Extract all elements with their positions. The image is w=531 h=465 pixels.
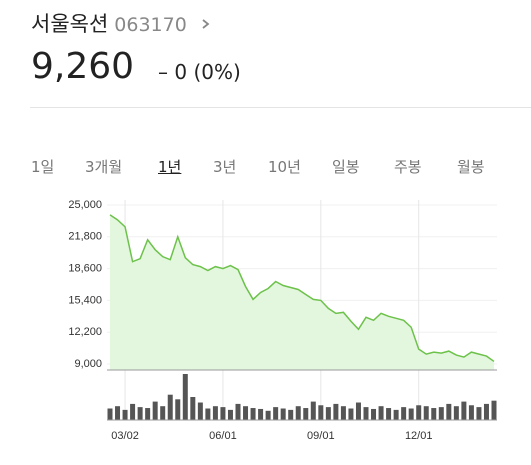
price: 9,260 bbox=[31, 46, 135, 87]
period-tab[interactable]: 1년 bbox=[158, 158, 182, 176]
volume-bar bbox=[453, 406, 459, 420]
volume-bar bbox=[378, 406, 384, 420]
period-tab[interactable]: 10년 bbox=[268, 158, 301, 176]
period-tab[interactable]: 3개월 bbox=[85, 158, 123, 176]
period-tab[interactable]: 주봉 bbox=[394, 158, 422, 176]
volume-bar bbox=[205, 408, 211, 420]
volume-bar bbox=[371, 408, 377, 420]
volume-bar bbox=[333, 403, 339, 420]
volume-bar bbox=[363, 407, 369, 420]
volume-bar bbox=[273, 407, 279, 420]
volume-bar bbox=[446, 403, 452, 420]
period-tab[interactable]: 3년 bbox=[213, 158, 237, 176]
period-tab[interactable]: 월봉 bbox=[457, 158, 485, 176]
x-tick-label: 03/02 bbox=[111, 430, 139, 442]
volume-bar bbox=[303, 408, 309, 420]
stock-code[interactable]: 063170 bbox=[114, 14, 187, 36]
y-tick-label: 18,600 bbox=[68, 263, 102, 275]
volume-bar bbox=[386, 408, 392, 420]
volume-bar bbox=[416, 405, 422, 420]
period-tab[interactable]: 1일 bbox=[31, 158, 55, 176]
volume-bar bbox=[468, 405, 474, 420]
y-tick-label: 9,000 bbox=[74, 358, 102, 370]
volume-bar bbox=[318, 405, 324, 420]
y-tick-label: 25,000 bbox=[68, 199, 102, 211]
volume-bar bbox=[491, 400, 497, 420]
x-tick-label: 09/01 bbox=[307, 430, 335, 442]
stock-header[interactable]: 서울옥션 063170 bbox=[31, 8, 212, 38]
volume-bar bbox=[408, 408, 414, 420]
volume-bar bbox=[122, 409, 128, 420]
volume-bar bbox=[167, 394, 173, 420]
volume-bar bbox=[401, 407, 407, 420]
volume-bar bbox=[212, 406, 218, 420]
volume-bar bbox=[476, 407, 482, 420]
volume-bar bbox=[348, 408, 354, 420]
change-sign: – bbox=[158, 60, 168, 84]
volume-bar bbox=[130, 403, 136, 420]
volume-bar bbox=[438, 407, 444, 420]
volume-bar bbox=[190, 397, 196, 420]
volume-bar bbox=[137, 407, 143, 420]
price-area bbox=[110, 214, 494, 370]
volume-bar bbox=[393, 409, 399, 420]
volume-bar bbox=[152, 401, 158, 420]
volume-bar bbox=[431, 408, 437, 420]
y-tick-label: 21,800 bbox=[68, 231, 102, 243]
volume-bar bbox=[265, 410, 271, 420]
volume-bar bbox=[197, 402, 203, 420]
volume-bar bbox=[235, 403, 241, 420]
y-tick-label: 15,400 bbox=[68, 294, 102, 306]
x-tick-label: 06/01 bbox=[209, 430, 237, 442]
change-value: 0 (0%) bbox=[174, 60, 241, 84]
volume-bar bbox=[227, 409, 233, 420]
volume-bar bbox=[250, 408, 256, 420]
volume-bar bbox=[355, 402, 361, 420]
x-tick-label: 12/01 bbox=[405, 430, 433, 442]
volume-bar bbox=[115, 406, 121, 420]
volume-bar bbox=[280, 408, 286, 420]
volume-bar bbox=[483, 403, 489, 420]
volume-bar bbox=[295, 406, 301, 420]
volume-bar bbox=[243, 406, 249, 420]
volume-bar bbox=[107, 408, 113, 420]
volume-bar bbox=[175, 399, 181, 420]
volume-bar bbox=[340, 406, 346, 420]
period-tab[interactable]: 일봉 bbox=[332, 158, 360, 176]
volume-bar bbox=[182, 374, 188, 420]
volume-bar bbox=[220, 407, 226, 420]
separator bbox=[30, 107, 531, 108]
volume-bar bbox=[258, 408, 264, 420]
volume-bar bbox=[461, 401, 467, 420]
volume-bar bbox=[310, 401, 316, 420]
volume-bar bbox=[145, 408, 151, 420]
price-line bbox=[109, 214, 495, 363]
stock-name[interactable]: 서울옥션 bbox=[31, 12, 109, 36]
volume-bar bbox=[288, 409, 294, 420]
y-tick-label: 12,200 bbox=[68, 326, 102, 338]
change: – 0 (0%) bbox=[158, 60, 241, 84]
volume-bar bbox=[160, 406, 166, 420]
chevron-icon[interactable] bbox=[200, 17, 212, 31]
volume-bar bbox=[325, 407, 331, 420]
volume-bar bbox=[423, 406, 429, 420]
